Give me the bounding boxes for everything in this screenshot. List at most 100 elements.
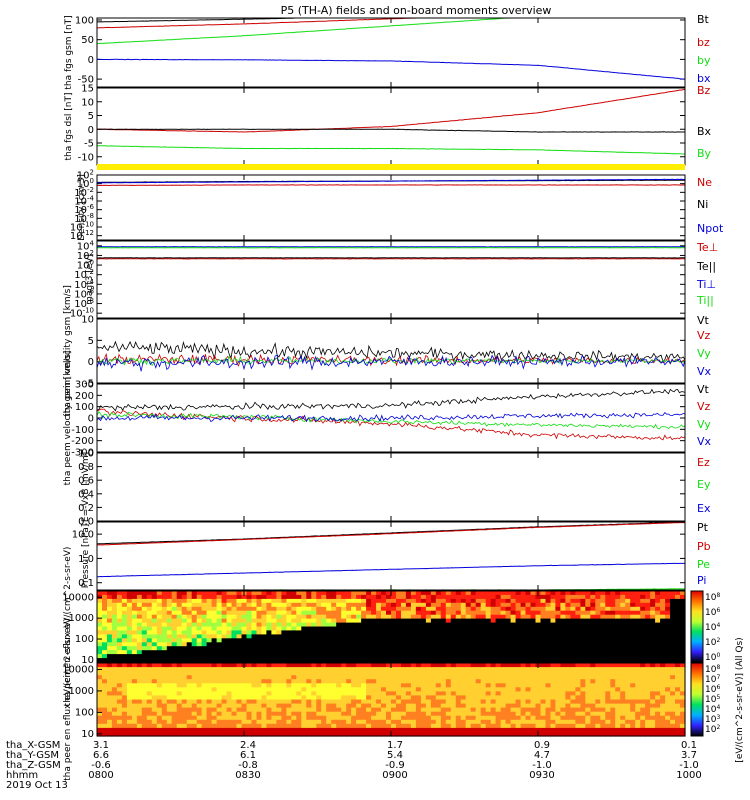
spectrogram-cell xyxy=(665,691,671,697)
spectrogram-cell xyxy=(286,663,292,668)
spectrogram-cell xyxy=(450,663,457,668)
spectrogram-cell xyxy=(251,727,258,733)
spectrogram-cell xyxy=(296,667,302,672)
spectrogram-cell xyxy=(470,723,477,729)
spectrogram-cell xyxy=(600,598,606,604)
spectrogram-cell xyxy=(226,687,233,692)
spectrogram-cell xyxy=(351,626,357,631)
spectrogram-cell xyxy=(625,675,631,680)
spectrogram-cell xyxy=(356,683,362,688)
spectrogram-cell xyxy=(211,614,218,620)
spectrogram-cell xyxy=(326,618,332,624)
spectrogram-cell xyxy=(341,638,347,643)
spectrogram-cell xyxy=(226,638,233,643)
spectrogram-cell xyxy=(296,695,302,701)
spectrogram-cell xyxy=(376,719,382,725)
spectrogram-cell xyxy=(520,679,527,684)
spectrogram-cell xyxy=(480,683,487,688)
spectrogram-cell xyxy=(475,695,482,701)
spectrogram-cell xyxy=(610,695,616,701)
spectrogram-cell xyxy=(435,723,442,729)
spectrogram-cell xyxy=(151,715,158,721)
spectrogram-cell xyxy=(415,602,422,608)
spectrogram-cell xyxy=(326,703,332,709)
spectrogram-cell xyxy=(171,695,178,701)
footer-value-x: 3.1 xyxy=(93,740,109,751)
spectrogram-cell xyxy=(445,594,452,600)
spectrogram-cell xyxy=(615,650,621,655)
spectrogram-cell xyxy=(450,591,457,596)
spectrogram-cell xyxy=(440,691,447,697)
spectrogram-cell xyxy=(286,695,292,701)
spectrogram-cell xyxy=(286,671,292,676)
spectrogram-cell xyxy=(670,638,676,643)
spectrogram-cell xyxy=(376,658,382,663)
spectrogram-cell xyxy=(590,723,596,729)
spectrogram-cell xyxy=(321,667,327,672)
spectrogram-cell xyxy=(450,727,457,733)
spectrogram-cell xyxy=(530,711,537,717)
spectrogram-cell xyxy=(490,646,497,651)
spectrogram-cell xyxy=(455,683,462,688)
spectrogram-cell xyxy=(550,711,557,717)
spectrogram-cell xyxy=(371,634,377,639)
spectrogram-cell xyxy=(246,626,253,631)
spectrogram-cell xyxy=(102,695,108,701)
spectrogram-cell xyxy=(271,642,277,647)
spectrogram-cell xyxy=(615,671,621,676)
spectrogram-cell xyxy=(381,727,387,733)
spectrogram-cell xyxy=(381,606,387,612)
spectrogram-cell xyxy=(520,622,527,628)
spectrogram-cell xyxy=(440,658,447,663)
spectrogram-cell xyxy=(630,671,636,676)
spectrogram-cell xyxy=(191,658,198,663)
spectrogram-cell xyxy=(490,679,497,684)
spectrogram-cell xyxy=(301,594,307,600)
spectrogram-cell xyxy=(425,598,432,604)
spectrogram-cell xyxy=(206,630,213,635)
spectrogram-cell xyxy=(181,594,188,600)
spectrogram-cell xyxy=(186,675,193,680)
spectrogram-cell xyxy=(191,602,198,608)
spectrogram-cell xyxy=(231,610,238,616)
spectrogram-cell xyxy=(500,731,507,737)
spectrogram-cell xyxy=(435,699,442,705)
spectrogram-cell xyxy=(391,638,397,643)
spectrogram-cell xyxy=(206,642,213,647)
spectrogram-cell xyxy=(221,667,228,672)
spectrogram-cell xyxy=(111,691,118,697)
spectrogram-cell xyxy=(346,687,352,692)
spectrogram-cell xyxy=(176,634,183,639)
spectrogram-cell xyxy=(450,634,457,639)
footer-value-x: 2.4 xyxy=(240,740,256,751)
spectrogram-cell xyxy=(680,622,686,628)
spectrogram-cell xyxy=(226,711,233,717)
spectrogram-cell xyxy=(316,675,322,680)
spectrogram-cell xyxy=(420,610,427,616)
spectrogram-cell xyxy=(510,618,517,624)
spectrogram-cell xyxy=(580,622,586,628)
spectrogram-cell xyxy=(321,699,327,705)
spectrogram-cell xyxy=(515,663,522,668)
spectrogram-cell xyxy=(266,634,272,639)
spectrogram-cell xyxy=(635,675,641,680)
spectrogram-cell xyxy=(620,707,626,713)
spectrogram-cell xyxy=(675,606,681,612)
spectrogram-cell xyxy=(455,727,462,733)
spectrogram-cell xyxy=(535,606,542,612)
spectrogram-cell xyxy=(585,626,591,631)
spectrogram-cell xyxy=(545,687,552,692)
spectrogram-cell xyxy=(550,638,557,643)
spectrogram-cell xyxy=(460,626,467,631)
spectrogram-cell xyxy=(610,646,616,651)
spectrogram-cell xyxy=(625,650,631,655)
spectrogram-cell xyxy=(266,675,272,680)
spectrogram-cell xyxy=(525,695,532,701)
spectrogram-cell xyxy=(650,646,656,651)
spectrogram-cell xyxy=(371,650,377,655)
spectrogram-cell xyxy=(102,622,108,628)
spectrogram-cell xyxy=(405,610,412,616)
spectrogram-cell xyxy=(460,591,467,596)
spectrogram-cell xyxy=(490,719,497,725)
spectrogram-cell xyxy=(276,719,282,725)
